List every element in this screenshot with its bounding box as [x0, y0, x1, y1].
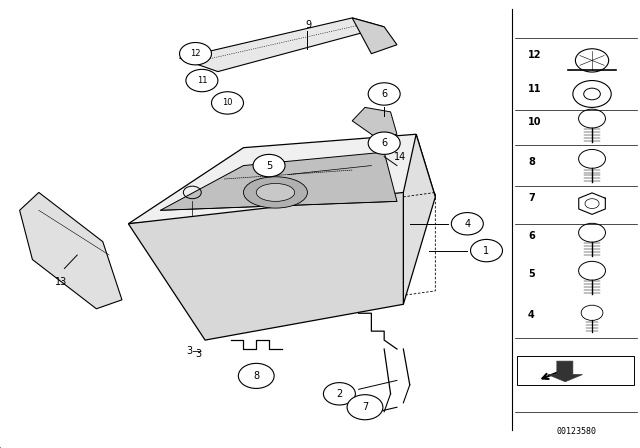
Text: 3—: 3—	[186, 346, 202, 356]
Text: 6: 6	[528, 231, 535, 241]
Text: 8: 8	[528, 157, 535, 168]
Circle shape	[211, 92, 243, 114]
Text: 12: 12	[190, 49, 201, 58]
Text: 12: 12	[528, 50, 541, 60]
Text: 14: 14	[394, 151, 406, 162]
Circle shape	[186, 69, 218, 92]
Polygon shape	[352, 18, 397, 54]
Circle shape	[347, 395, 383, 420]
Text: 7: 7	[528, 193, 535, 203]
Polygon shape	[403, 134, 435, 304]
Bar	[517, 356, 634, 385]
Polygon shape	[129, 134, 435, 224]
Circle shape	[253, 155, 285, 177]
Text: 5: 5	[528, 269, 535, 279]
Text: 3: 3	[196, 349, 202, 358]
Text: 10: 10	[528, 117, 541, 127]
Ellipse shape	[243, 177, 307, 208]
Text: 8: 8	[253, 371, 259, 381]
Circle shape	[238, 363, 274, 388]
Text: 2: 2	[336, 389, 342, 399]
Circle shape	[451, 212, 483, 235]
Text: 6: 6	[381, 138, 387, 148]
Text: 13: 13	[55, 277, 67, 287]
Polygon shape	[179, 18, 384, 72]
Text: 1: 1	[483, 246, 490, 256]
Text: 4: 4	[528, 310, 535, 319]
Text: 00123580: 00123580	[556, 427, 596, 436]
Text: 7: 7	[362, 402, 368, 412]
Circle shape	[323, 383, 355, 405]
Text: 11: 11	[528, 84, 541, 94]
Polygon shape	[129, 193, 403, 340]
Circle shape	[368, 132, 400, 155]
Text: 4: 4	[464, 219, 470, 229]
Ellipse shape	[256, 184, 294, 201]
Polygon shape	[579, 193, 605, 214]
Polygon shape	[20, 193, 122, 309]
Text: 6: 6	[381, 89, 387, 99]
Polygon shape	[548, 361, 582, 382]
Circle shape	[179, 43, 211, 65]
Circle shape	[368, 83, 400, 105]
Text: 10: 10	[222, 99, 233, 108]
Polygon shape	[161, 152, 397, 210]
Text: 3: 3	[0, 447, 1, 448]
Polygon shape	[352, 108, 397, 139]
Text: 5: 5	[266, 160, 272, 171]
Circle shape	[470, 239, 502, 262]
Text: 9: 9	[306, 20, 312, 30]
Text: 11: 11	[196, 76, 207, 85]
